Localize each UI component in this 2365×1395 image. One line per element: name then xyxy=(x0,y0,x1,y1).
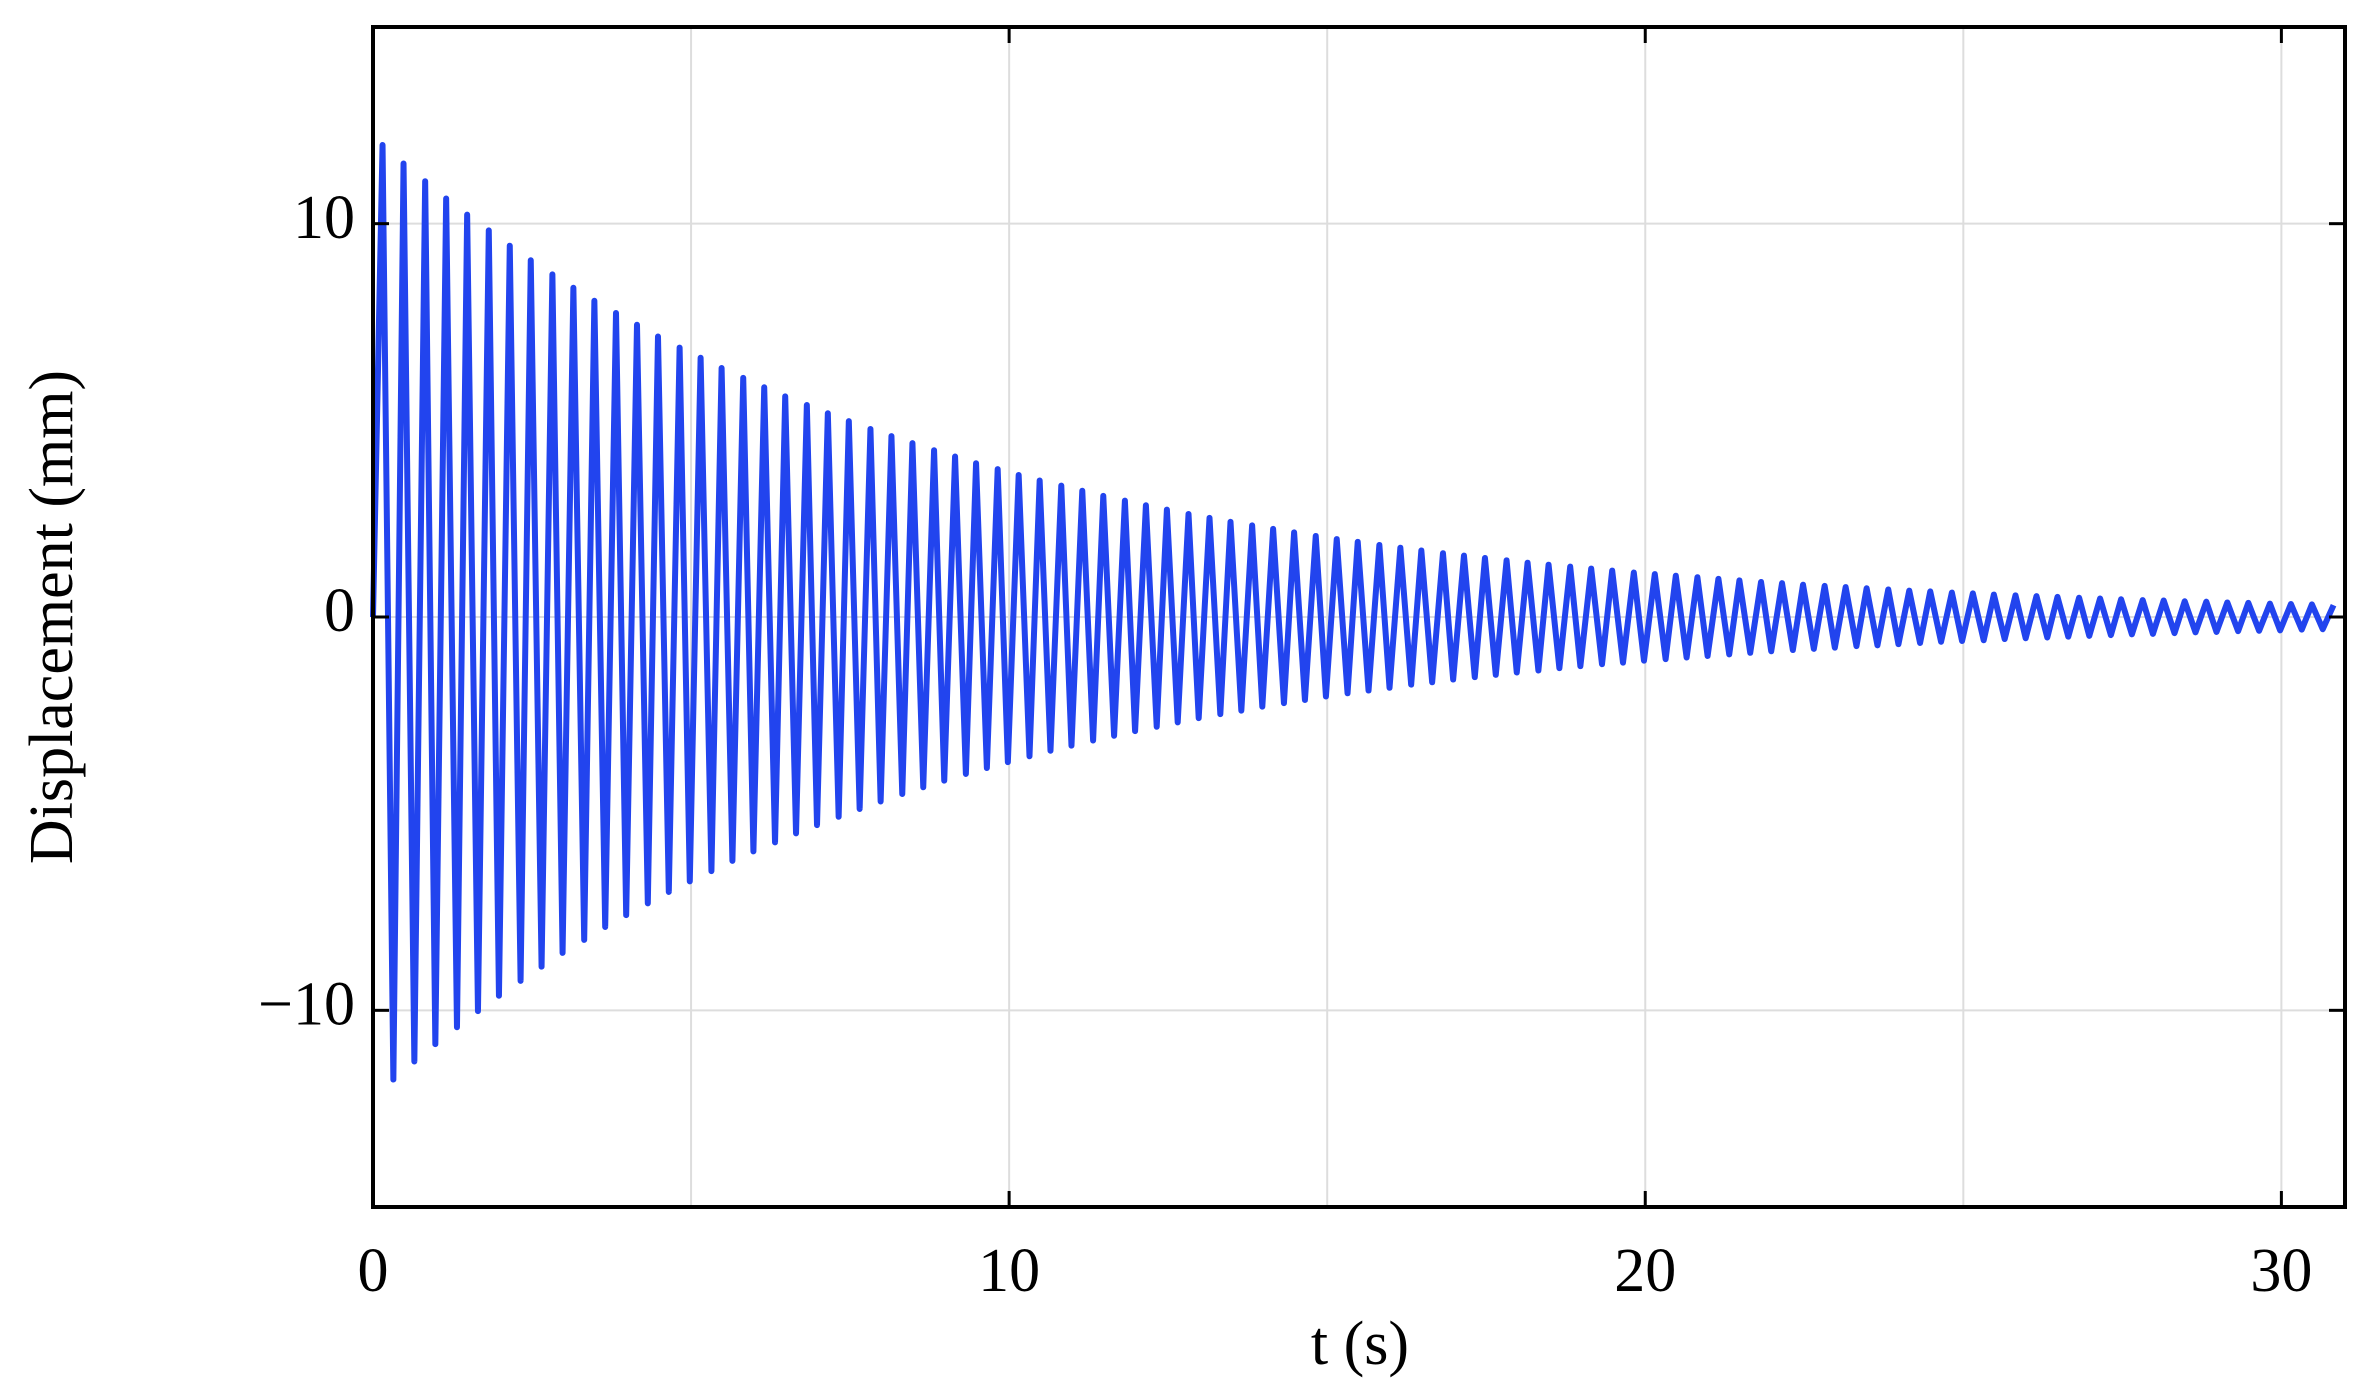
x-tick-label: 0 xyxy=(358,1237,389,1305)
y-tick-label: 10 xyxy=(293,184,355,252)
x-tick-label: 20 xyxy=(1614,1237,1676,1305)
x-axis-title: t (s) xyxy=(1311,1310,1409,1378)
x-tick-label: 30 xyxy=(2250,1237,2312,1305)
y-axis-title: Displacement (mm) xyxy=(18,370,86,864)
y-tick-label: −10 xyxy=(258,971,355,1039)
data-line xyxy=(370,142,2337,1083)
y-tick-label: 0 xyxy=(324,577,355,645)
x-tick-label: 10 xyxy=(978,1237,1040,1305)
